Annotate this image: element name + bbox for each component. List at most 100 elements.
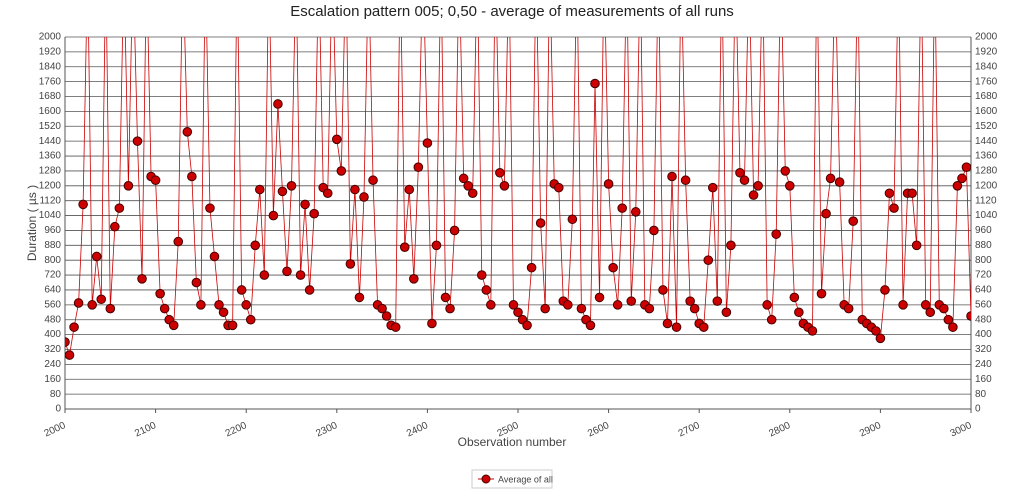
y-tick-label: 1440 [39,136,62,147]
data-point [807,326,818,336]
y2-tick-label: 1680 [975,91,998,102]
data-point [481,285,492,295]
data-point [273,99,283,109]
y-tick-label: 720 [44,270,61,281]
data-point [300,199,310,210]
data-point [884,188,895,199]
data-point [540,303,550,314]
chart-title: Escalation pattern 005; 0,50 - average o… [290,3,734,20]
legend-box [471,469,553,489]
data-point [345,259,356,269]
x-tick-label: 2900 [858,420,883,440]
data-point [381,311,392,321]
data-point [336,166,347,176]
data-point [282,266,292,277]
legend: Average of all [471,469,553,489]
x-tick-label: 2800 [767,420,792,440]
data-point [590,78,600,89]
data-point [404,184,415,195]
x-tick-label: 3000 [949,420,974,440]
data-point [431,240,442,251]
data-point [69,322,79,332]
data-point [843,303,854,314]
y-tick-label: 80 [50,389,62,400]
y2-tick-label: 400 [975,329,992,340]
plot-area [65,37,971,360]
data-point [685,296,695,306]
y2-tick-label: 1120 [975,195,997,206]
data-point [789,292,800,303]
data-point [526,262,537,273]
data-point [413,162,424,172]
data-point [875,333,886,344]
data-point [458,173,469,184]
data-point [277,186,288,197]
data-point [871,326,881,336]
data-point [576,303,587,314]
data-point [368,175,378,186]
data-point [78,199,88,210]
data-point [155,288,165,299]
data-point [486,300,496,310]
y2-tick-label: 240 [975,359,992,370]
data-point [214,300,224,310]
data-point [137,274,147,284]
legend-marker [481,474,491,484]
data-point [594,292,605,303]
x-axis-title: Observation number [458,435,567,449]
data-point [952,181,963,191]
data-point [563,300,573,310]
data-point [662,318,673,329]
grid [64,36,972,413]
y-tick-label: 800 [44,255,61,266]
y2-tick-label: 1280 [975,166,998,177]
data-point [377,303,387,314]
data-point [707,182,718,193]
y2-tick-label: 320 [975,344,992,355]
data-point [513,307,523,318]
y-tick-label: 1600 [39,106,62,117]
y-tick-label: 320 [44,344,61,355]
data-point [721,307,732,318]
data-point [409,274,419,284]
data-point [726,240,736,251]
data-point [332,134,342,145]
y-tick-label: 1120 [39,195,61,206]
data-point [390,322,401,332]
data-point [132,136,143,146]
data-point [667,171,677,182]
data-point [463,181,473,191]
y-axis-title: Duration ( µs ) [25,185,39,261]
data-point [236,285,247,295]
data-point [191,277,202,288]
data-point [476,270,487,280]
y-tick-label: 480 [44,314,61,325]
y2-tick-label: 2000 [975,32,998,43]
y-tick-label: 2000 [39,32,62,43]
data-point [449,225,460,236]
data-point [254,184,265,195]
data-point [925,307,936,318]
y2-tick-label: 1920 [975,47,998,58]
data-point [671,322,682,332]
y-tick-label: 1280 [39,166,62,177]
data-point [250,240,261,251]
x-tick-label: 2200 [224,420,249,440]
data-point [499,181,510,191]
y2-tick-label: 80 [975,389,987,400]
data-point [939,303,949,314]
y-tick-label: 560 [44,299,61,310]
data-point [698,322,709,332]
data-point [689,303,700,314]
data-point [644,303,655,314]
y-tick-label: 1520 [39,121,62,132]
data-point [825,173,836,184]
data-point [187,171,197,182]
data-point [522,320,532,331]
data-point [399,242,410,252]
data-point [173,236,184,247]
data-point [658,285,668,295]
data-point [259,270,270,280]
y2-tick-label: 1840 [975,61,998,72]
data-point [848,216,859,226]
